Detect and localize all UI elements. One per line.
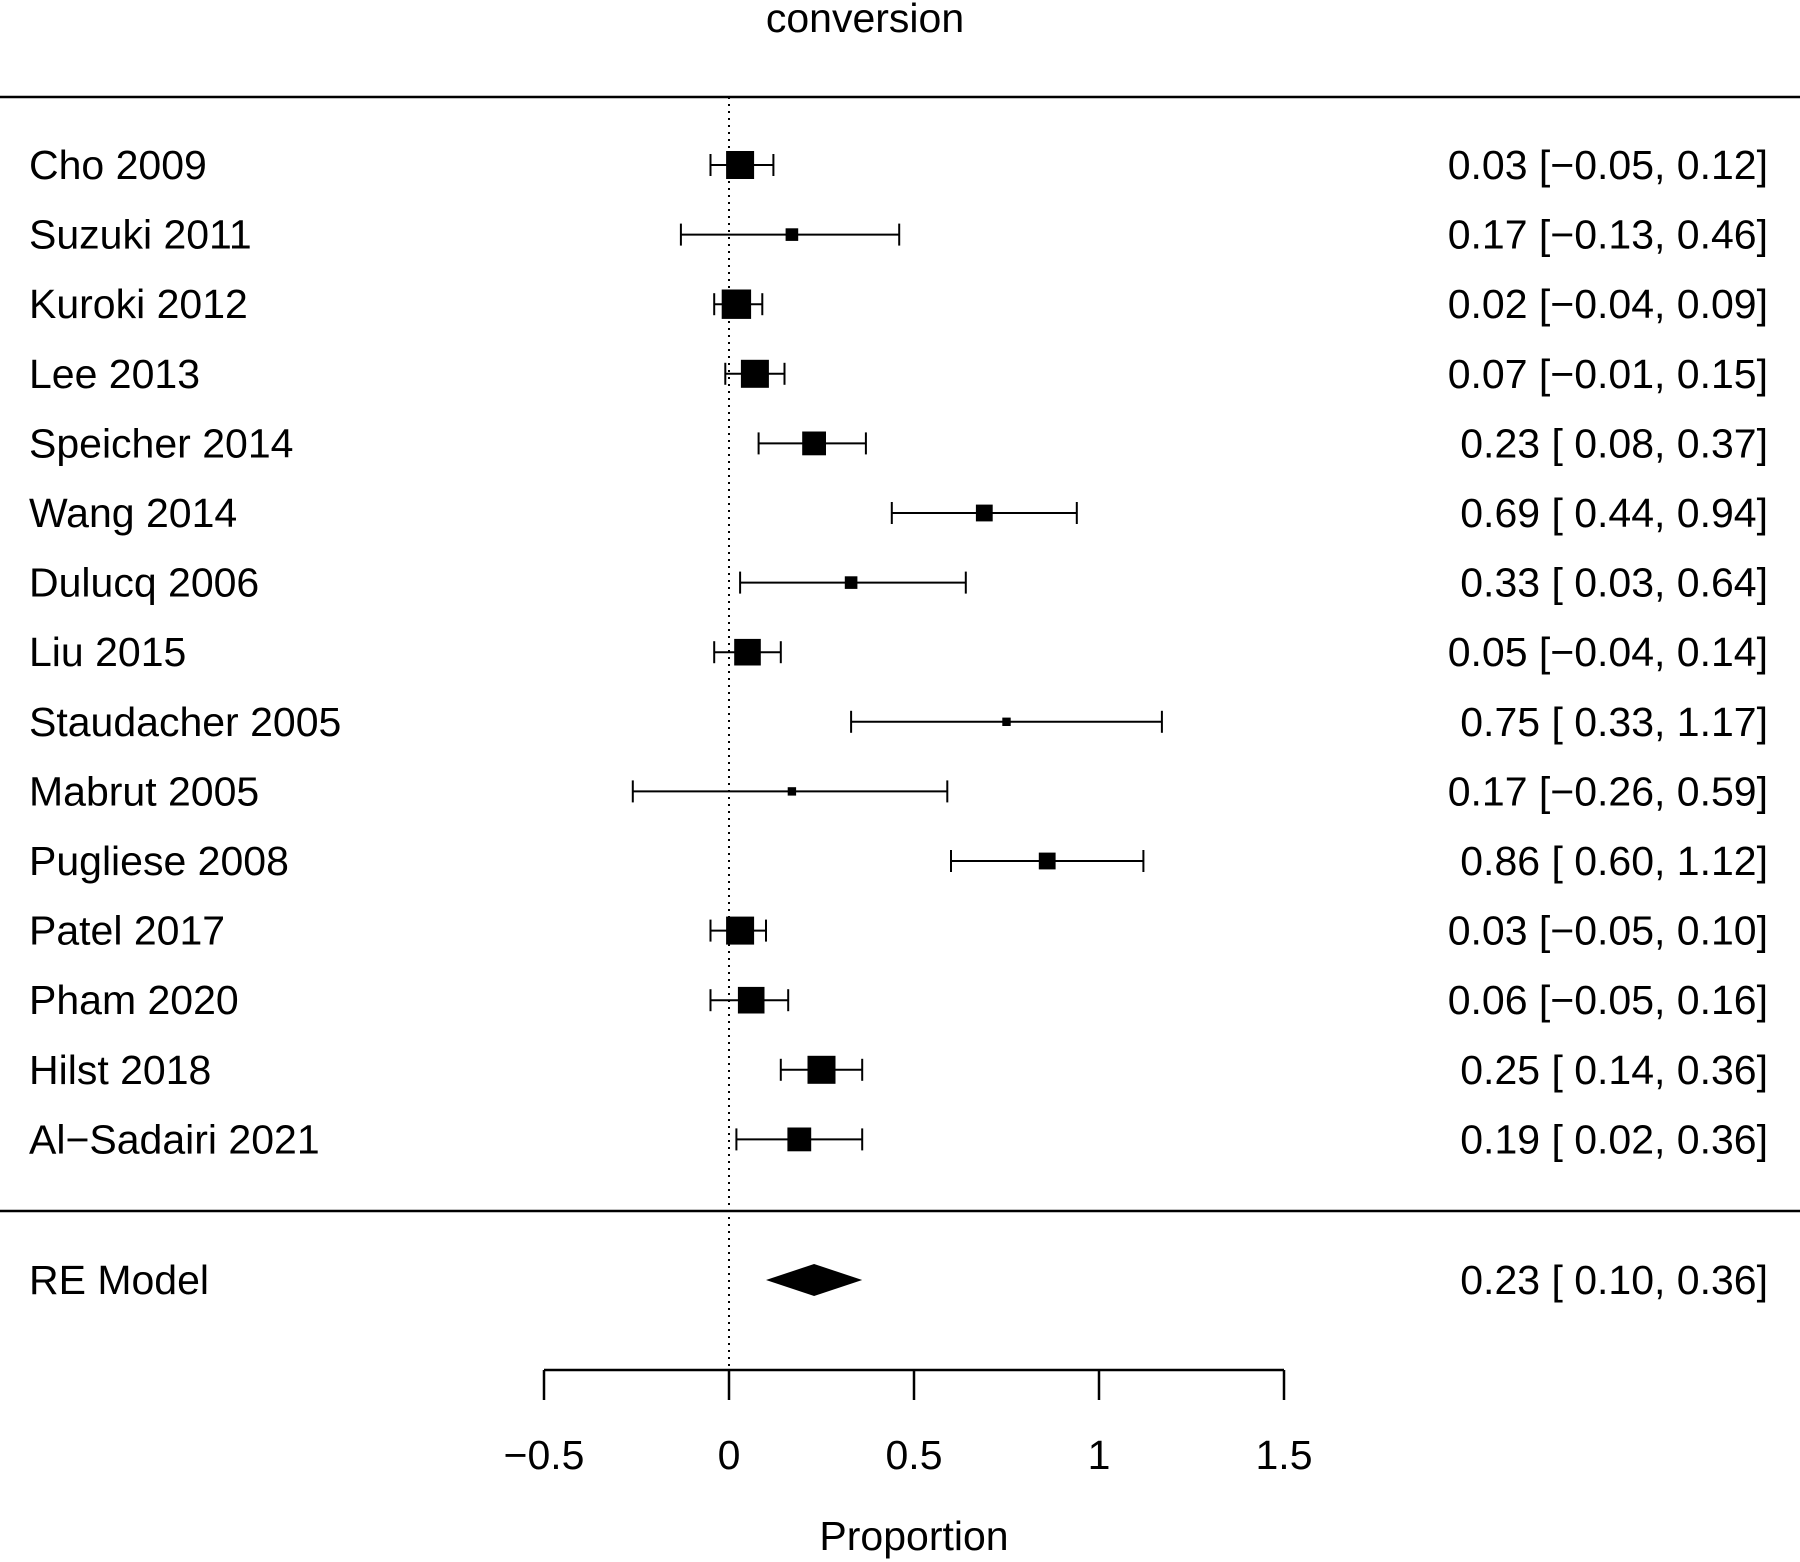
study-estimate-text: 0.33 [ 0.03, 0.64] xyxy=(1460,560,1768,606)
study-label: Hilst 2018 xyxy=(29,1047,211,1093)
study-estimate-text: 0.03 [−0.05, 0.12] xyxy=(1448,142,1768,188)
study-row: Kuroki 2012 0.02 [−0.04, 0.09] xyxy=(29,281,1768,327)
study-label: Liu 2015 xyxy=(29,629,186,675)
point-estimate-box xyxy=(802,431,826,456)
study-label: Pham 2020 xyxy=(29,977,239,1023)
study-row: Liu 2015 0.05 [−0.04, 0.14] xyxy=(29,629,1768,675)
x-tick-label: 1.5 xyxy=(1256,1432,1313,1478)
study-row: Patel 2017 0.03 [−0.05, 0.10] xyxy=(29,908,1768,954)
study-label: Mabrut 2005 xyxy=(29,768,259,814)
point-estimate-box xyxy=(785,228,799,241)
point-estimate-box xyxy=(787,1127,812,1152)
study-row: Wang 2014 0.69 [ 0.44, 0.94] xyxy=(29,490,1768,536)
study-row: Pham 2020 0.06 [−0.05, 0.16] xyxy=(29,977,1768,1023)
summary-row: RE Model 0.23 [ 0.10, 0.36] xyxy=(29,1257,1768,1303)
point-estimate-box xyxy=(807,1055,836,1084)
study-label: Patel 2017 xyxy=(29,908,225,954)
summary-label: RE Model xyxy=(29,1257,209,1303)
x-tick-label: −0.5 xyxy=(504,1432,585,1478)
study-estimate-text: 0.23 [ 0.08, 0.37] xyxy=(1460,420,1768,466)
point-estimate-box xyxy=(975,504,993,522)
study-estimate-text: 0.17 [−0.13, 0.46] xyxy=(1448,212,1768,258)
study-estimate-text: 0.05 [−0.04, 0.14] xyxy=(1448,629,1768,675)
study-row: Lee 2013 0.07 [−0.01, 0.15] xyxy=(29,351,1768,397)
study-label: Staudacher 2005 xyxy=(29,699,341,745)
summary-diamond xyxy=(766,1264,863,1296)
study-label: Wang 2014 xyxy=(29,490,237,536)
study-row: Dulucq 2006 0.33 [ 0.03, 0.64] xyxy=(29,560,1768,606)
summary-estimate-text: 0.23 [ 0.10, 0.36] xyxy=(1460,1257,1768,1303)
study-row: Mabrut 2005 0.17 [−0.26, 0.59] xyxy=(29,768,1768,814)
x-tick-label: 0.5 xyxy=(886,1432,943,1478)
point-estimate-box xyxy=(726,151,755,179)
study-estimate-text: 0.86 [ 0.60, 1.12] xyxy=(1460,838,1768,884)
study-estimate-text: 0.03 [−0.05, 0.10] xyxy=(1448,908,1768,954)
study-estimate-text: 0.25 [ 0.14, 0.36] xyxy=(1460,1047,1768,1093)
study-row: Staudacher 2005 0.75 [ 0.33, 1.17] xyxy=(29,699,1768,745)
point-estimate-box xyxy=(740,359,769,388)
study-row: Speicher 2014 0.23 [ 0.08, 0.37] xyxy=(29,420,1768,466)
x-tick-label: 1 xyxy=(1088,1432,1111,1478)
study-label: Lee 2013 xyxy=(29,351,200,397)
point-estimate-box xyxy=(737,986,765,1014)
study-label: Al−Sadairi 2021 xyxy=(29,1116,320,1162)
chart-title: conversion xyxy=(766,0,964,41)
study-estimate-text: 0.69 [ 0.44, 0.94] xyxy=(1460,490,1768,536)
study-rows: Cho 2009 0.03 [−0.05, 0.12] Suzuki 2011 0.1… xyxy=(29,142,1768,1162)
x-axis-title: Proportion xyxy=(819,1513,1008,1559)
x-tick-label: 0 xyxy=(718,1432,741,1478)
study-label: Suzuki 2011 xyxy=(29,212,252,258)
study-row: Pugliese 2008 0.86 [ 0.60, 1.12] xyxy=(29,838,1768,884)
study-estimate-text: 0.17 [−0.26, 0.59] xyxy=(1448,768,1768,814)
study-row: Cho 2009 0.03 [−0.05, 0.12] xyxy=(29,142,1768,188)
study-label: Kuroki 2012 xyxy=(29,281,248,327)
study-row: Hilst 2018 0.25 [ 0.14, 0.36] xyxy=(29,1047,1768,1093)
study-estimate-text: 0.02 [−0.04, 0.09] xyxy=(1448,281,1768,327)
study-estimate-text: 0.19 [ 0.02, 0.36] xyxy=(1460,1116,1768,1162)
study-estimate-text: 0.07 [−0.01, 0.15] xyxy=(1448,351,1768,397)
point-estimate-box xyxy=(726,916,755,945)
point-estimate-box xyxy=(734,638,761,666)
study-estimate-text: 0.06 [−0.05, 0.16] xyxy=(1448,977,1768,1023)
point-estimate-box xyxy=(1038,852,1056,870)
point-estimate-box xyxy=(787,787,797,796)
study-label: Cho 2009 xyxy=(29,142,207,188)
study-row: Suzuki 2011 0.17 [−0.13, 0.46] xyxy=(29,212,1768,258)
study-label: Speicher 2014 xyxy=(29,420,293,466)
study-row: Al−Sadairi 2021 0.19 [ 0.02, 0.36] xyxy=(29,1116,1768,1162)
study-label: Dulucq 2006 xyxy=(29,560,259,606)
point-estimate-box xyxy=(1002,717,1011,726)
point-estimate-box xyxy=(721,289,752,319)
point-estimate-box xyxy=(844,576,858,589)
x-axis: −0.5 0 0.5 1 1.5 xyxy=(504,1368,1313,1478)
study-label: Pugliese 2008 xyxy=(29,838,289,884)
study-estimate-text: 0.75 [ 0.33, 1.17] xyxy=(1460,699,1768,745)
